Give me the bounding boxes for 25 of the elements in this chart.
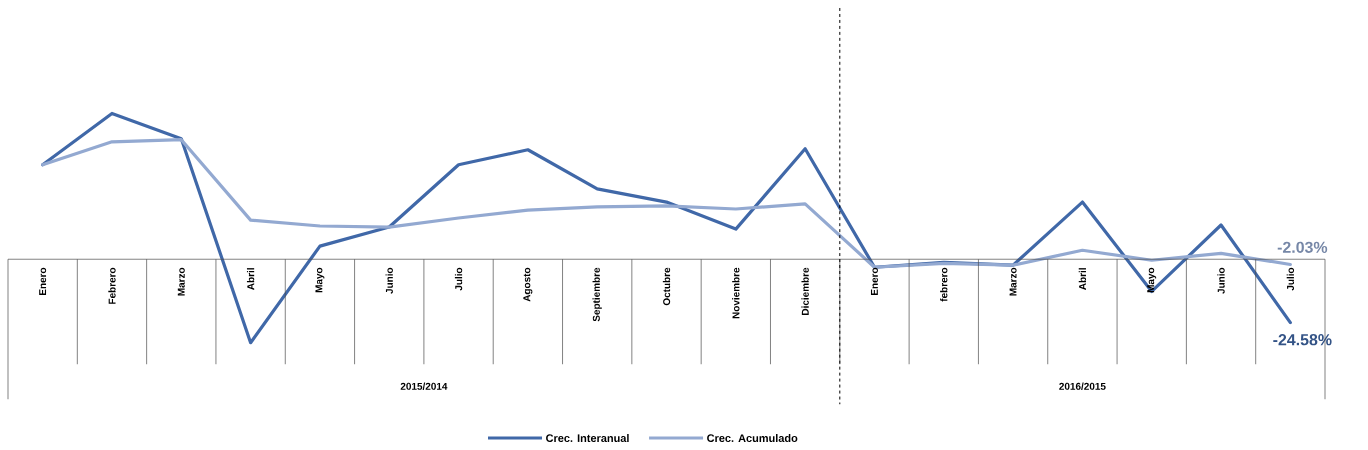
x-tick-label: Abril — [246, 268, 255, 290]
x-tick-label: Septiembre — [592, 267, 602, 322]
text: 2016/2015 — [1059, 382, 1106, 390]
x-tick-label: Marzo — [1009, 267, 1017, 296]
data-label: -2.03% — [1277, 241, 1328, 253]
x-tick-label: Agosto — [523, 267, 533, 302]
x-tick-label: Junio — [1217, 267, 1225, 294]
x-tick-label: Mayo — [315, 267, 325, 293]
x-tick-label: Marzo — [177, 267, 185, 296]
x-tick-label: Octubre — [662, 267, 671, 306]
x-tick-label: Diciembre — [801, 267, 809, 315]
x-tick-label: Enero — [39, 267, 47, 296]
x-tick-label: Julio — [1286, 267, 1295, 291]
x-tick-label: Julio — [454, 267, 463, 291]
x-tick-label: febrero — [940, 267, 948, 302]
x-tick-label: Enero — [870, 267, 878, 296]
x-tick-label: Febrero — [108, 267, 116, 304]
x-tick-label: Abril — [1078, 268, 1087, 290]
data-label: -24.58% — [1273, 334, 1332, 346]
text: 2015/2014 — [400, 382, 448, 390]
legend-label: Crec. Interanual — [546, 433, 629, 443]
legend-label: Crec. Acumulado — [707, 433, 798, 443]
x-tick-label: Noviembre — [732, 267, 740, 319]
x-tick-label: Junio — [385, 267, 393, 294]
x-tick-label: Mayo — [1147, 267, 1157, 293]
